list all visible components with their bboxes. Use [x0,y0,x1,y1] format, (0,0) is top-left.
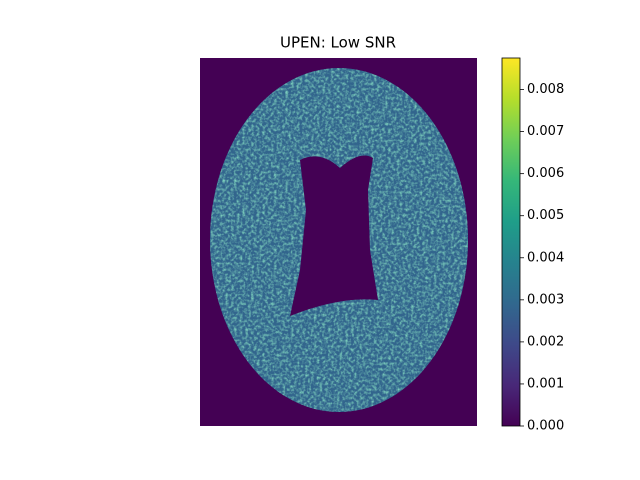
colorbar-tick-label: 0.004 [527,250,564,265]
colorbar-tick-label: 0.003 [527,292,564,307]
colorbar-tick-label: 0.006 [527,166,564,181]
chart-title: UPEN: Low SNR [280,34,396,52]
colorbar-tick-label: 0.002 [527,334,564,349]
colorbar-tick-label: 0.000 [527,419,564,434]
colorbar-tick-label: 0.007 [527,124,564,139]
colorbar [501,57,521,427]
map-image [200,58,477,426]
colorbar-tick-label: 0.008 [527,82,564,97]
colorbar-tick-label: 0.005 [527,208,564,223]
colorbar-tick-label: 0.001 [527,376,564,391]
